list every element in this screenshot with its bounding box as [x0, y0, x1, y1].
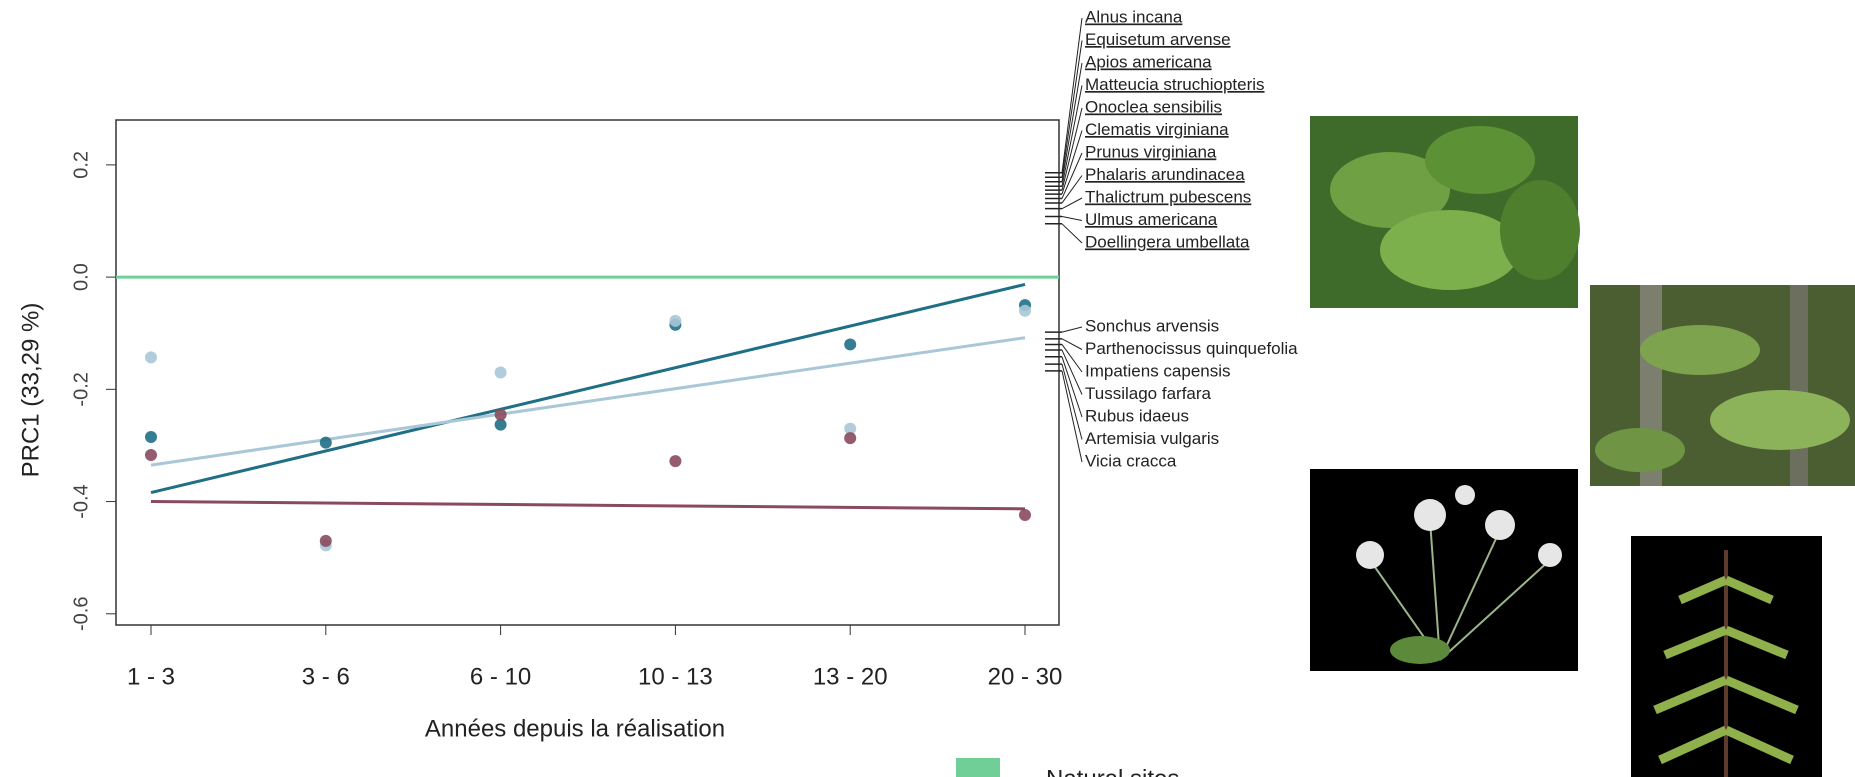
species-leader: [1062, 41, 1082, 178]
x-tick-label: 20 - 30: [988, 663, 1063, 690]
photo-flowers: [1310, 469, 1578, 671]
species-leader: [1062, 224, 1082, 243]
point: [495, 409, 507, 421]
page: {"chart_data": {"type": "scatter", "x_la…: [0, 0, 1855, 777]
species-label: Artemisia vulgaris: [1085, 429, 1219, 448]
species-leader: [1062, 364, 1082, 439]
species-leader: [1062, 217, 1082, 221]
trend-line: [151, 502, 1025, 509]
species-label: Sonchus arvensis: [1085, 316, 1219, 335]
trend-line: [151, 338, 1025, 465]
x-tick-label: 1 - 3: [127, 663, 175, 690]
photo-leaves: [1310, 116, 1580, 308]
species-leader: [1062, 327, 1082, 332]
legend-swatch: [956, 758, 1000, 777]
x-tick-label: 10 - 13: [638, 663, 713, 690]
species-label: Alnus incana: [1085, 7, 1183, 26]
point: [669, 315, 681, 327]
plot-frame: [116, 120, 1059, 625]
species-label: Rubus idaeus: [1085, 406, 1189, 425]
y-axis-title: PRC1 (33,29 %): [17, 303, 44, 478]
point: [844, 432, 856, 444]
point: [320, 535, 332, 547]
y-tick-label: -0.4: [70, 484, 92, 518]
species-label: Vicia cracca: [1085, 451, 1177, 470]
point: [1019, 509, 1031, 521]
species-label: Onoclea sensibilis: [1085, 97, 1222, 116]
photo-fern: [1631, 536, 1822, 777]
species-label: Ulmus americana: [1085, 210, 1218, 229]
x-tick-label: 13 - 20: [813, 663, 888, 690]
point: [320, 437, 332, 449]
species-leader: [1062, 371, 1082, 462]
y-tick-label: -0.6: [70, 597, 92, 631]
species-label: Apios americana: [1085, 52, 1212, 71]
photo-shrub: [1590, 285, 1855, 486]
point: [495, 367, 507, 379]
point: [669, 455, 681, 467]
y-tick-label: 0.2: [70, 151, 92, 179]
species-label: Thalictrum pubescens: [1085, 187, 1251, 206]
species-label: Impatiens capensis: [1085, 361, 1231, 380]
trend-line: [151, 284, 1025, 492]
point: [844, 338, 856, 350]
y-tick-label: 0.0: [70, 263, 92, 291]
point: [145, 449, 157, 461]
x-tick-label: 6 - 10: [470, 663, 531, 690]
point: [145, 351, 157, 363]
point: [145, 431, 157, 443]
species-label: Matteucia struchiopteris: [1085, 75, 1265, 94]
species-label: Equisetum arvense: [1085, 30, 1231, 49]
y-tick-label: -0.2: [70, 372, 92, 406]
legend-label: Natural sites: [1046, 765, 1179, 777]
species-label: Parthenocissus quinquefolia: [1085, 339, 1298, 358]
x-axis-title: Années depuis la réalisation: [425, 715, 725, 742]
species-label: Prunus virginiana: [1085, 142, 1217, 161]
species-label: Phalaris arundinacea: [1085, 165, 1245, 184]
species-label: Clematis virginiana: [1085, 120, 1229, 139]
chart: Années depuis la réalisation PRC1 (33,29…: [0, 0, 1855, 777]
point: [1019, 305, 1031, 317]
species-label: Tussilago farfara: [1085, 384, 1212, 403]
x-tick-label: 3 - 6: [302, 663, 350, 690]
species-label: Doellingera umbellata: [1085, 232, 1250, 251]
species-leader: [1062, 86, 1082, 187]
species-leader: [1062, 344, 1082, 372]
